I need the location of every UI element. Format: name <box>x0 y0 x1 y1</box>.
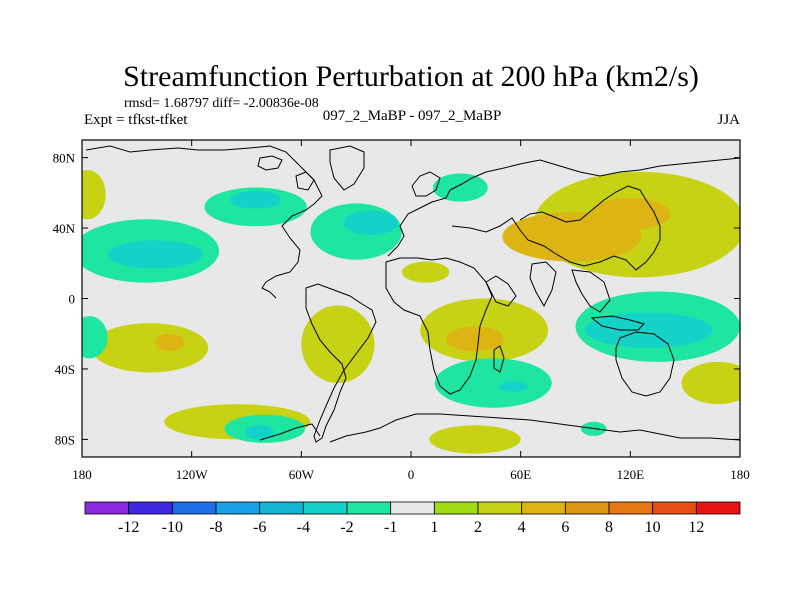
anomaly-region-27 <box>429 425 521 454</box>
colorbar-label: -2 <box>340 519 353 536</box>
anomaly-region-7 <box>343 210 399 236</box>
greenland-outline <box>329 145 365 191</box>
canadian-archipelago-outline <box>257 155 283 171</box>
africa-outline <box>385 257 493 395</box>
x-tick-label: 120W <box>176 467 209 482</box>
south-america-outline <box>305 283 377 443</box>
colorbar-swatch <box>652 501 697 515</box>
colorbar-swatch <box>608 501 654 515</box>
case-label: 097_2_MaBP - 097_2_MaBP <box>323 108 502 124</box>
rmsd-diff-label: rmsd= 1.68797 diff= -2.00836e-08 <box>124 96 319 111</box>
y-axis: 80N 40N 0 40S 80S <box>53 151 740 447</box>
x-axis: 180 120W 60W 0 60E 120E 180 <box>72 140 750 482</box>
colorbar-swatch <box>215 501 261 515</box>
anomaly-region-26 <box>244 425 274 440</box>
antarctic-peninsula-outline <box>259 423 321 441</box>
colorbar-swatch <box>346 501 392 515</box>
x-tick-label: 120E <box>617 467 645 482</box>
anomaly-region-8 <box>432 173 488 202</box>
europe-outline <box>387 163 521 257</box>
continent-outlines <box>85 145 740 443</box>
anomaly-region-23 <box>681 361 740 405</box>
colorbar-swatch <box>564 501 610 515</box>
colorbar-label: 6 <box>561 519 569 536</box>
x-tick-label: 60E <box>510 467 531 482</box>
anomaly-region-12 <box>401 261 450 283</box>
colorbar: -12 -10 -8 -6 -4 -2 -1 1 2 4 6 8 10 12 <box>84 501 741 536</box>
colorbar-swatch <box>433 501 479 515</box>
colorbar-label: 12 <box>688 519 704 536</box>
colorbar-swatch <box>302 501 348 515</box>
colorbar-swatch <box>171 501 217 515</box>
y-tick-label: 80N <box>53 151 76 166</box>
y-tick-label: 40N <box>53 221 76 236</box>
colorbar-label: 8 <box>605 519 613 536</box>
colorbar-swatch <box>84 501 130 515</box>
colorbar-label: 1 <box>430 519 438 536</box>
colorbar-label: 4 <box>518 519 526 536</box>
india-outline <box>529 261 557 308</box>
hudson-bay-outline <box>295 171 315 191</box>
colorbar-swatch <box>390 501 435 515</box>
colorbar-label: -10 <box>162 519 183 536</box>
colorbar-label: -6 <box>253 519 266 536</box>
anomaly-region-13 <box>91 323 209 373</box>
indonesia-outline <box>590 315 645 331</box>
anomaly-region-1 <box>82 169 106 220</box>
australia-outline <box>615 331 675 397</box>
colorbar-label: -4 <box>297 519 310 536</box>
colorbar-label: -8 <box>209 519 222 536</box>
anomaly-region-22 <box>584 312 713 348</box>
colorbar-swatch <box>695 501 741 515</box>
colorbar-swatch <box>477 501 523 515</box>
antarctica-outline <box>329 413 740 443</box>
anomaly-field <box>82 169 740 454</box>
colorbar-swatch <box>259 501 304 515</box>
anomaly-region-5 <box>230 191 282 209</box>
north-america-outline <box>85 145 323 299</box>
colorbar-swatch <box>128 501 173 515</box>
arabia-outline <box>485 275 517 307</box>
anomaly-region-14 <box>155 333 185 352</box>
southeast-asia-outline <box>571 269 611 313</box>
colorbar-label: 2 <box>474 519 482 536</box>
x-tick-label: 60W <box>289 467 315 482</box>
y-tick-label: 0 <box>69 292 76 307</box>
x-tick-label: 180 <box>72 467 92 482</box>
madagascar-outline <box>493 345 505 373</box>
asia-interior-outline <box>451 185 661 271</box>
colorbar-label: -1 <box>384 519 397 536</box>
anomaly-region-19 <box>434 358 552 408</box>
season-label: JJA <box>717 112 740 128</box>
anomaly-region-18 <box>445 326 505 352</box>
x-tick-label: 0 <box>408 467 415 482</box>
y-tick-label: 40S <box>55 362 75 377</box>
colorbar-swatch <box>521 501 566 515</box>
anomaly-region-11 <box>590 198 671 230</box>
anomaly-region-16 <box>301 305 375 384</box>
colorbar-label: -12 <box>118 519 139 536</box>
experiment-label: Expt = tfkst-tfket <box>84 112 188 128</box>
colorbar-label: 10 <box>645 519 661 536</box>
scandinavia-outline <box>411 171 441 197</box>
anomaly-region-20 <box>498 381 528 392</box>
asia-outline <box>519 157 740 177</box>
y-tick-label: 80S <box>55 432 75 447</box>
anomaly-region-3 <box>107 240 203 269</box>
anomaly-region-15 <box>82 316 108 359</box>
x-tick-label: 180 <box>730 467 750 482</box>
chart-title: Streamfunction Perturbation at 200 hPa (… <box>123 60 699 93</box>
